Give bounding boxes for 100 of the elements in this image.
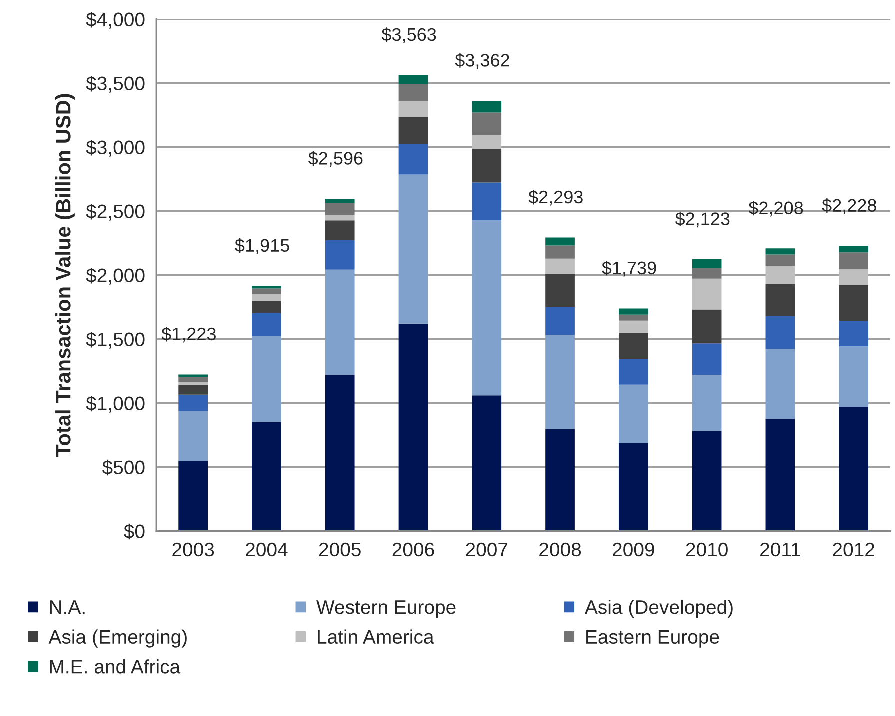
legend-label: Asia (Emerging): [48, 630, 187, 648]
bar: [546, 335, 575, 430]
bar: [618, 384, 648, 444]
x-tick-label: 2007: [466, 542, 508, 557]
bar: [766, 316, 796, 350]
bar: [472, 220, 502, 396]
bar: [692, 375, 722, 432]
bar: [252, 313, 282, 336]
bar: [472, 135, 502, 149]
bar: [398, 324, 428, 532]
legend-label: Asia (Developed): [584, 600, 733, 618]
bar: [252, 286, 282, 289]
total-label: $1,739: [602, 261, 656, 277]
bar: [398, 75, 428, 84]
x-tick-label: 2012: [833, 542, 874, 557]
y-axis-title: Total Transaction Value (Billion USD): [56, 94, 75, 458]
total-label: $2,596: [308, 151, 363, 168]
total-label: $2,208: [748, 201, 804, 217]
bar: [252, 336, 282, 422]
x-tick-label: 2008: [540, 542, 582, 557]
bar: [325, 203, 355, 216]
y-tick-label: $4,000: [86, 12, 145, 29]
y-tick-label: $3,000: [86, 140, 145, 157]
total-label: $2,293: [528, 190, 583, 206]
y-tick-label: $1,500: [86, 332, 145, 349]
total-label: $3,563: [382, 28, 436, 44]
bar: [325, 199, 355, 204]
bar: [546, 429, 575, 532]
legend-label: Eastern Europe: [586, 630, 720, 648]
bar: [839, 252, 869, 270]
bar: [325, 240, 355, 270]
bar: [178, 382, 208, 386]
bar: [766, 266, 796, 284]
bar: [692, 310, 722, 344]
bar: [618, 308, 648, 315]
bar: [546, 274, 575, 308]
bar: [398, 101, 428, 118]
bar: [178, 374, 208, 378]
bar: [398, 84, 428, 102]
total-label: $3,362: [455, 53, 510, 69]
bar: [692, 344, 722, 376]
x-tick-label: 2006: [392, 542, 434, 557]
bar: [398, 174, 428, 324]
bar: [692, 268, 722, 279]
bar: [618, 314, 648, 321]
x-tick-label: 2011: [760, 542, 800, 557]
total-label: $1,915: [235, 238, 290, 254]
bar: [692, 431, 722, 532]
bar: [839, 346, 869, 407]
bar: [325, 215, 355, 221]
bar: [692, 260, 722, 268]
y-tick-label: $2,000: [86, 268, 145, 285]
y-tick-label: $3,500: [86, 76, 145, 93]
y-tick-label: $2,500: [86, 204, 145, 221]
bar: [398, 117, 428, 144]
x-tick-label: 2010: [686, 542, 728, 557]
legend-label: Western Europe: [316, 600, 456, 618]
legend-label: N.A.: [50, 600, 85, 614]
x-tick-label: 2005: [319, 542, 361, 557]
bar: [472, 112, 502, 136]
bar: [252, 294, 282, 302]
bar: [472, 100, 502, 113]
legend-label: Latin America: [318, 630, 434, 644]
x-tick-label: 2003: [172, 542, 214, 557]
bar: [766, 254, 796, 266]
bar: [398, 144, 428, 175]
bar: [472, 182, 502, 221]
y-tick-label: $0: [124, 524, 145, 540]
bar: [325, 270, 355, 376]
total-label: $2,228: [822, 198, 876, 214]
bar: [325, 220, 355, 240]
bar: [618, 320, 648, 333]
bar: [252, 288, 282, 294]
bar: [546, 246, 575, 259]
total-label: $1,223: [162, 327, 216, 343]
bar: [252, 301, 282, 314]
bar: [618, 443, 648, 532]
bar: [839, 321, 869, 347]
bar: [472, 148, 502, 183]
bar: [839, 407, 869, 532]
x-tick-label: 2004: [246, 542, 288, 557]
bar: [692, 278, 722, 310]
bar: [546, 258, 575, 274]
legend-label: M.E. and Africa: [50, 660, 181, 674]
bar: [766, 284, 796, 316]
bar: [546, 238, 575, 246]
bar: [839, 285, 869, 322]
bar: [618, 332, 648, 360]
bar: [178, 462, 208, 532]
bar: [618, 359, 648, 385]
bar: [766, 419, 796, 532]
bar: [252, 422, 282, 532]
x-tick-label: 2009: [613, 542, 654, 557]
y-tick-label: $500: [102, 460, 145, 476]
total-label: $2,123: [675, 212, 730, 228]
bar: [546, 307, 575, 336]
bar: [839, 246, 869, 253]
bar: [766, 349, 796, 420]
bar: [766, 248, 796, 255]
y-tick-label: $1,000: [86, 396, 145, 413]
